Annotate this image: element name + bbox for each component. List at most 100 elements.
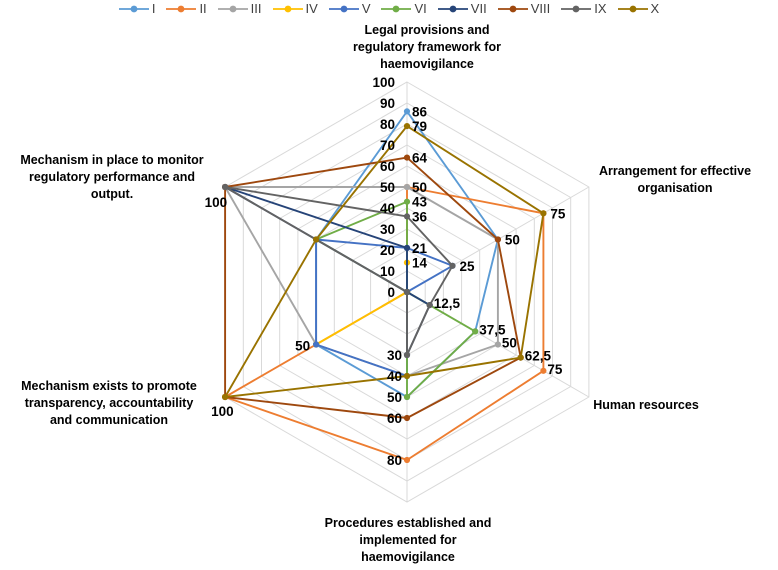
data-label: 100 [211, 404, 234, 419]
legend-item-V: V [328, 1, 371, 16]
scale-tick-label: 20 [380, 243, 395, 258]
legend-item-IV: IV [272, 1, 318, 16]
data-label: 75 [550, 206, 566, 221]
series-marker-X [313, 236, 320, 243]
series-marker-X [403, 372, 411, 380]
data-label: 12,5 [434, 296, 461, 311]
series-marker-VII [403, 244, 411, 251]
legend-marker-icon [166, 5, 197, 12]
legend-item-VI: VI [381, 1, 427, 16]
series-marker-IX [449, 262, 456, 269]
legend-label: VIII [530, 1, 551, 16]
data-label: 50 [387, 390, 402, 405]
axis-title-human-resources: Human resources [593, 398, 699, 412]
series-marker-IX [403, 213, 411, 220]
legend-label: IX [594, 1, 607, 16]
series-marker-X [540, 210, 547, 217]
series-marker-IX [426, 302, 433, 309]
scale-tick-label: 40 [380, 201, 395, 216]
legend-label: I [151, 1, 156, 16]
data-label: 100 [205, 195, 228, 210]
axis-title-transparency: Mechanism exists to promote transparency… [21, 379, 197, 427]
legend-item-VII: VII [437, 1, 487, 16]
scale-tick-label: 80 [380, 117, 395, 132]
data-label: 25 [460, 259, 476, 274]
legend-label: VI [414, 1, 427, 16]
legend-label: X [650, 1, 660, 16]
legend-marker-icon [118, 5, 149, 12]
series-marker-X [403, 123, 411, 130]
series-marker-I [403, 108, 411, 115]
series-marker-VIII [403, 414, 411, 422]
data-label: 21 [412, 241, 428, 256]
legend-item-I: I [118, 1, 156, 16]
legend-label: II [199, 1, 207, 16]
data-label: 50 [295, 339, 310, 354]
data-label: 14 [412, 256, 428, 271]
axis-title-arrangement: Arrangement for effective organisation [598, 164, 752, 195]
legend-item-VIII: VIII [497, 1, 551, 16]
data-label: 50 [505, 233, 520, 248]
data-label: 64 [412, 151, 428, 166]
legend-item-X: X [617, 1, 660, 16]
legend-marker-icon [328, 5, 359, 12]
series-marker-IX [222, 183, 229, 191]
series-marker-II [540, 367, 547, 374]
series-marker-X [222, 393, 229, 401]
data-label: 36 [412, 209, 428, 224]
scale-tick-label: 60 [380, 159, 395, 174]
series-marker-III [403, 183, 411, 191]
scale-tick-label: 30 [380, 222, 395, 237]
scale-tick-label: 50 [380, 180, 395, 195]
legend-item-III: III [217, 1, 262, 16]
data-label: 37,5 [479, 322, 506, 337]
legend-marker-icon [272, 5, 303, 12]
scale-tick-label: 70 [380, 138, 395, 153]
series-marker-II [403, 456, 411, 464]
series-line-VIII [224, 156, 522, 419]
legend-label: IV [305, 1, 318, 16]
data-label: 79 [412, 119, 427, 134]
legend-label: V [361, 1, 371, 16]
series-marker-VIII [403, 154, 411, 161]
data-label: 80 [387, 453, 402, 468]
series-marker-X [517, 354, 524, 361]
axis-title-procedures: Procedures established and implemented f… [324, 516, 492, 564]
series-marker-III [494, 341, 501, 348]
data-label: 60 [387, 411, 402, 426]
legend: I II III IV V VI VII VIII IX X [0, 1, 778, 16]
data-label: 40 [387, 369, 402, 384]
data-label: 75 [547, 362, 563, 377]
series-marker-VI [472, 328, 479, 335]
legend-label: III [250, 1, 262, 16]
data-label: 50 [502, 336, 517, 351]
data-label: 50 [412, 180, 427, 195]
series-marker-IX [403, 351, 411, 359]
legend-marker-icon [561, 5, 592, 12]
data-label: 86 [412, 104, 428, 119]
data-label: 62,5 [525, 349, 552, 364]
scale-tick-label: 0 [387, 285, 395, 300]
legend-marker-icon [217, 5, 248, 12]
legend-marker-icon [617, 5, 648, 12]
legend-item-IX: IX [561, 1, 607, 16]
series-marker-IX [403, 288, 411, 296]
legend-item-II: II [166, 1, 207, 16]
legend-marker-icon [497, 5, 528, 12]
series-marker-VIII [494, 236, 501, 243]
data-label: 43 [412, 195, 428, 210]
scale-tick-label: 10 [380, 264, 395, 279]
axis-title-legal: Legal provisions and regulatory framewor… [353, 23, 501, 71]
data-label: 30 [387, 348, 402, 363]
series-marker-VI [403, 198, 411, 205]
axis-title-monitor: Mechanism in place to monitor regulatory… [20, 153, 204, 201]
series-marker-V [313, 341, 320, 348]
scale-tick-label: 100 [372, 75, 395, 90]
legend-marker-icon [437, 5, 468, 12]
legend-label: VII [470, 1, 487, 16]
legend-marker-icon [381, 5, 412, 12]
series-marker-VI [403, 393, 411, 401]
scale-tick-label: 90 [380, 96, 395, 111]
